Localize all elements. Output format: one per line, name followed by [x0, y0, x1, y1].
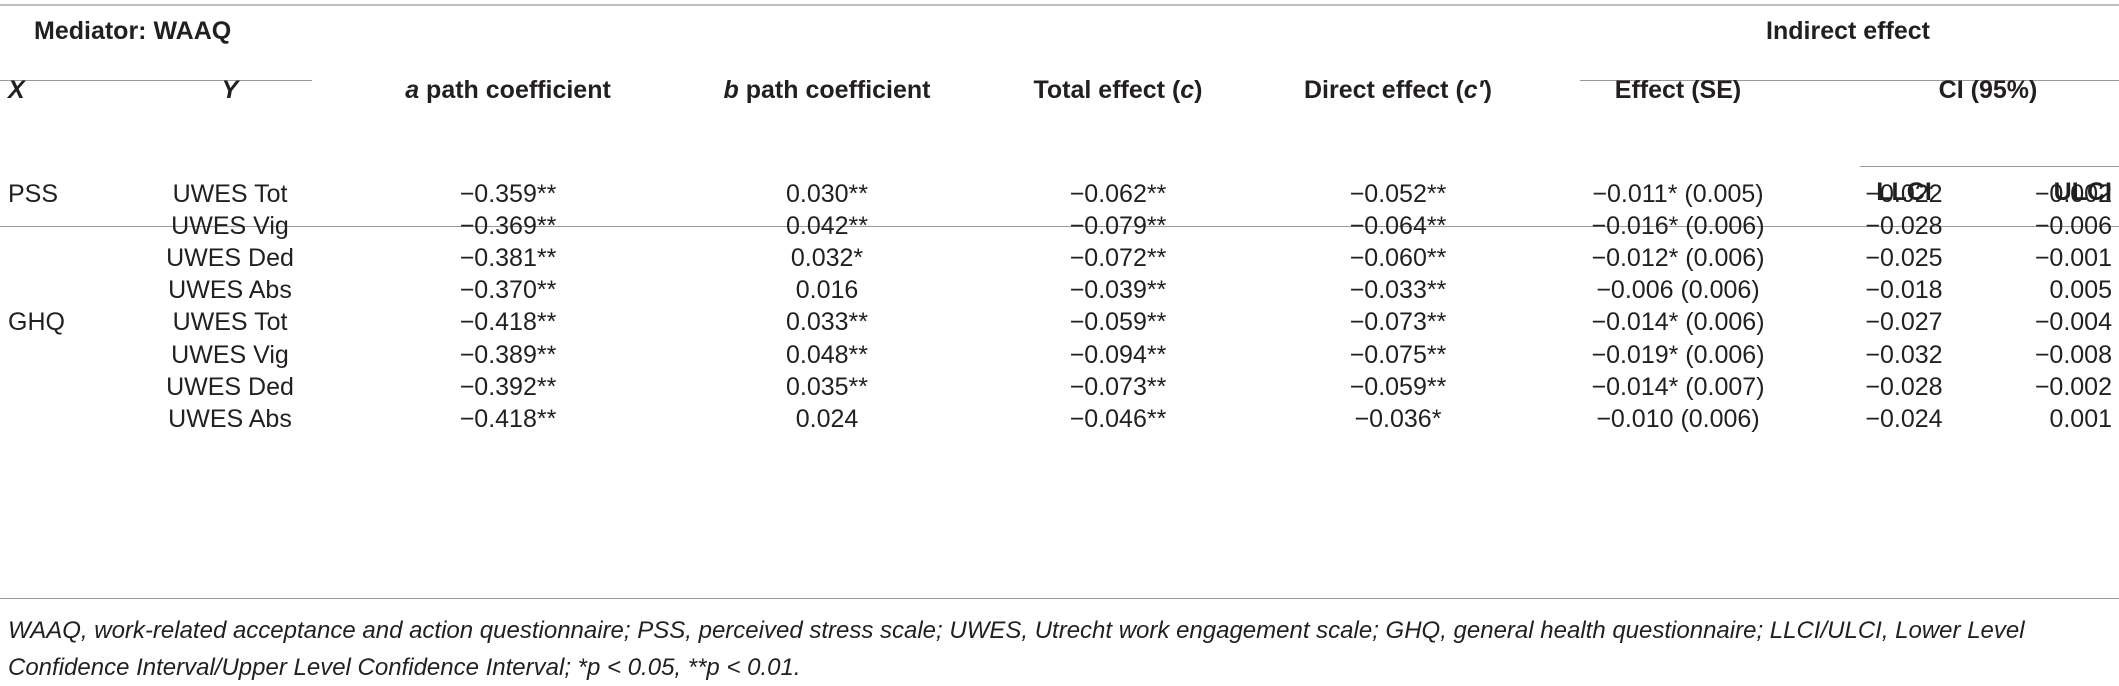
cell-c: −0.072**	[1069, 244, 1167, 272]
cell-a: −0.392**	[459, 373, 557, 401]
cell-b: 0.035**	[785, 373, 869, 401]
cell-y: UWES Tot	[172, 180, 288, 208]
header-indirect-effect: Indirect effect	[1766, 17, 1930, 45]
cell-y: UWES Ded	[166, 244, 294, 272]
cell-b: 0.024	[795, 405, 859, 433]
cell-ulci: −0.008	[2034, 341, 2112, 369]
cell-cp: −0.033**	[1349, 276, 1447, 304]
header-x: X	[8, 76, 25, 104]
cell-b: 0.048**	[785, 341, 869, 369]
cell-effect: −0.014* (0.007)	[1591, 373, 1765, 401]
cell-cp: −0.059**	[1349, 373, 1447, 401]
header-y: Y	[221, 76, 239, 104]
cell-cp: −0.052**	[1349, 180, 1447, 208]
top-rule	[0, 4, 2119, 6]
cell-ulci: −0.004	[2034, 308, 2112, 336]
header-mediator: Mediator: WAAQ	[34, 17, 232, 45]
cell-effect: −0.006 (0.006)	[1596, 276, 1760, 304]
table-footnote: WAAQ, work-related acceptance and action…	[8, 617, 2025, 681]
cell-y: UWES Vig	[171, 341, 289, 369]
cell-y: UWES Abs	[168, 276, 292, 304]
cell-b: 0.030**	[785, 180, 869, 208]
cell-llci: −0.028	[1865, 373, 1943, 401]
cell-b: 0.042**	[785, 212, 869, 240]
mediator-underline	[0, 80, 312, 81]
cell-ulci: −0.002	[2034, 373, 2112, 401]
cell-effect: −0.010 (0.006)	[1596, 405, 1760, 433]
cell-a: −0.370**	[459, 276, 557, 304]
cell-x: PSS	[8, 180, 59, 208]
cell-a: −0.418**	[459, 308, 557, 336]
cell-effect: −0.016* (0.006)	[1591, 212, 1765, 240]
cell-ulci: −0.002	[2034, 180, 2112, 208]
cell-b: 0.033**	[785, 308, 869, 336]
cell-y: UWES Vig	[171, 212, 289, 240]
cell-effect: −0.019* (0.006)	[1591, 341, 1765, 369]
header-b-path: b path coefficient	[723, 76, 931, 104]
cell-llci: −0.022	[1865, 180, 1943, 208]
cell-effect: −0.014* (0.006)	[1591, 308, 1765, 336]
header-effect-se: Effect (SE)	[1614, 76, 1742, 104]
cell-cp: −0.060**	[1349, 244, 1447, 272]
cell-llci: −0.028	[1865, 212, 1943, 240]
cell-cp: −0.064**	[1349, 212, 1447, 240]
cell-llci: −0.024	[1865, 405, 1943, 433]
cell-c: −0.094**	[1069, 341, 1167, 369]
cell-cp: −0.036*	[1354, 405, 1442, 433]
cell-y: UWES Tot	[172, 308, 288, 336]
cell-llci: −0.032	[1865, 341, 1943, 369]
cell-a: −0.418**	[459, 405, 557, 433]
cell-llci: −0.018	[1865, 276, 1943, 304]
cell-llci: −0.027	[1865, 308, 1943, 336]
cell-a: −0.369**	[459, 212, 557, 240]
cell-c: −0.046**	[1069, 405, 1167, 433]
bottom-rule	[0, 598, 2119, 599]
cell-a: −0.381**	[459, 244, 557, 272]
cell-cp: −0.073**	[1349, 308, 1447, 336]
ci-underline	[1860, 166, 2119, 167]
cell-ulci: 0.001	[2049, 405, 2112, 433]
cell-ulci: −0.001	[2034, 244, 2112, 272]
cell-y: UWES Ded	[166, 373, 294, 401]
cell-ulci: 0.005	[2049, 276, 2112, 304]
cell-effect: −0.011* (0.005)	[1592, 180, 1764, 208]
indirect-effect-underline	[1580, 80, 2119, 81]
header-ulci: ULCI	[2053, 178, 2112, 206]
cell-b: 0.032*	[790, 244, 864, 272]
cell-x: GHQ	[8, 308, 65, 336]
cell-c: −0.059**	[1069, 308, 1167, 336]
header-a-path: a path coefficient	[405, 76, 611, 104]
header-rule	[0, 226, 2119, 227]
cell-a: −0.389**	[459, 341, 557, 369]
cell-llci: −0.025	[1865, 244, 1943, 272]
header-direct-effect: Direct effect (c′)	[1304, 76, 1492, 104]
cell-c: −0.062**	[1069, 180, 1167, 208]
header-total-effect: Total effect (c)	[1033, 76, 1203, 104]
cell-cp: −0.075**	[1349, 341, 1447, 369]
cell-effect: −0.012* (0.006)	[1591, 244, 1765, 272]
cell-ulci: −0.006	[2034, 212, 2112, 240]
cell-c: −0.079**	[1069, 212, 1167, 240]
cell-a: −0.359**	[459, 180, 557, 208]
cell-y: UWES Abs	[168, 405, 292, 433]
header-llci: LLCI	[1876, 178, 1932, 206]
cell-c: −0.073**	[1069, 373, 1167, 401]
cell-b: 0.016	[795, 276, 859, 304]
cell-c: −0.039**	[1069, 276, 1167, 304]
header-ci: CI (95%)	[1938, 76, 2038, 104]
